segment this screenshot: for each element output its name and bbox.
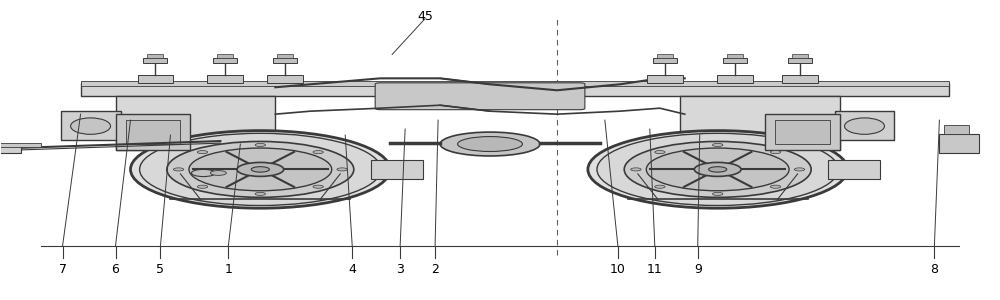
Circle shape (655, 185, 665, 188)
Circle shape (794, 168, 805, 171)
Bar (126, 120, 180, 144)
Bar (207, 75, 243, 83)
Bar (143, 58, 167, 63)
Text: 10: 10 (610, 263, 626, 277)
Bar (723, 58, 747, 63)
Circle shape (197, 151, 208, 154)
Circle shape (655, 151, 665, 154)
Bar (147, 54, 163, 58)
Circle shape (770, 151, 781, 154)
Bar (61, 111, 121, 140)
Circle shape (597, 133, 838, 206)
Bar (647, 75, 683, 83)
Text: 4: 4 (348, 263, 356, 277)
Bar (788, 58, 812, 63)
Circle shape (197, 185, 208, 188)
Bar (717, 75, 753, 83)
FancyBboxPatch shape (375, 83, 585, 110)
Text: 9: 9 (694, 263, 702, 277)
Circle shape (694, 162, 741, 176)
Ellipse shape (440, 132, 540, 156)
Bar (0, 143, 41, 147)
Bar (653, 58, 677, 63)
Text: 8: 8 (930, 263, 938, 277)
Bar (657, 54, 673, 58)
Bar (213, 58, 237, 63)
Bar (828, 160, 880, 179)
Circle shape (337, 168, 347, 171)
Bar (217, 54, 233, 58)
Bar (277, 54, 293, 58)
Circle shape (251, 167, 269, 172)
Text: 11: 11 (647, 263, 663, 277)
Bar (727, 54, 743, 58)
Bar (116, 114, 190, 150)
Text: 1: 1 (224, 263, 232, 277)
Bar (765, 114, 840, 150)
Bar (944, 124, 969, 134)
Circle shape (770, 185, 781, 188)
Bar (939, 134, 979, 153)
Bar (775, 120, 830, 144)
Bar (267, 75, 303, 83)
Bar (138, 75, 173, 83)
Ellipse shape (71, 118, 111, 134)
Bar (116, 96, 275, 150)
Circle shape (189, 148, 332, 191)
Circle shape (624, 142, 811, 197)
Circle shape (210, 171, 226, 176)
Text: 2: 2 (431, 263, 439, 277)
Circle shape (237, 162, 284, 176)
Circle shape (713, 192, 723, 195)
Ellipse shape (458, 136, 522, 152)
Bar (81, 81, 949, 86)
Bar (792, 54, 808, 58)
Circle shape (140, 133, 381, 206)
Circle shape (191, 169, 215, 177)
Circle shape (709, 167, 727, 172)
Bar (782, 75, 818, 83)
Circle shape (713, 143, 723, 146)
Bar (371, 160, 423, 179)
Circle shape (131, 130, 390, 208)
Circle shape (313, 151, 323, 154)
Circle shape (631, 168, 641, 171)
Bar (81, 83, 949, 96)
Bar (680, 96, 840, 150)
Circle shape (167, 142, 354, 197)
Ellipse shape (845, 118, 884, 134)
Text: 5: 5 (156, 263, 164, 277)
Circle shape (255, 192, 266, 195)
Circle shape (646, 148, 789, 191)
Text: 7: 7 (59, 263, 67, 277)
Circle shape (255, 143, 266, 146)
Bar (0, 144, 21, 153)
Circle shape (313, 185, 323, 188)
Text: 45: 45 (417, 10, 433, 23)
Bar (273, 58, 297, 63)
Circle shape (173, 168, 184, 171)
Text: 6: 6 (112, 263, 119, 277)
Circle shape (588, 130, 848, 208)
Bar (835, 111, 894, 140)
Text: 3: 3 (396, 263, 404, 277)
